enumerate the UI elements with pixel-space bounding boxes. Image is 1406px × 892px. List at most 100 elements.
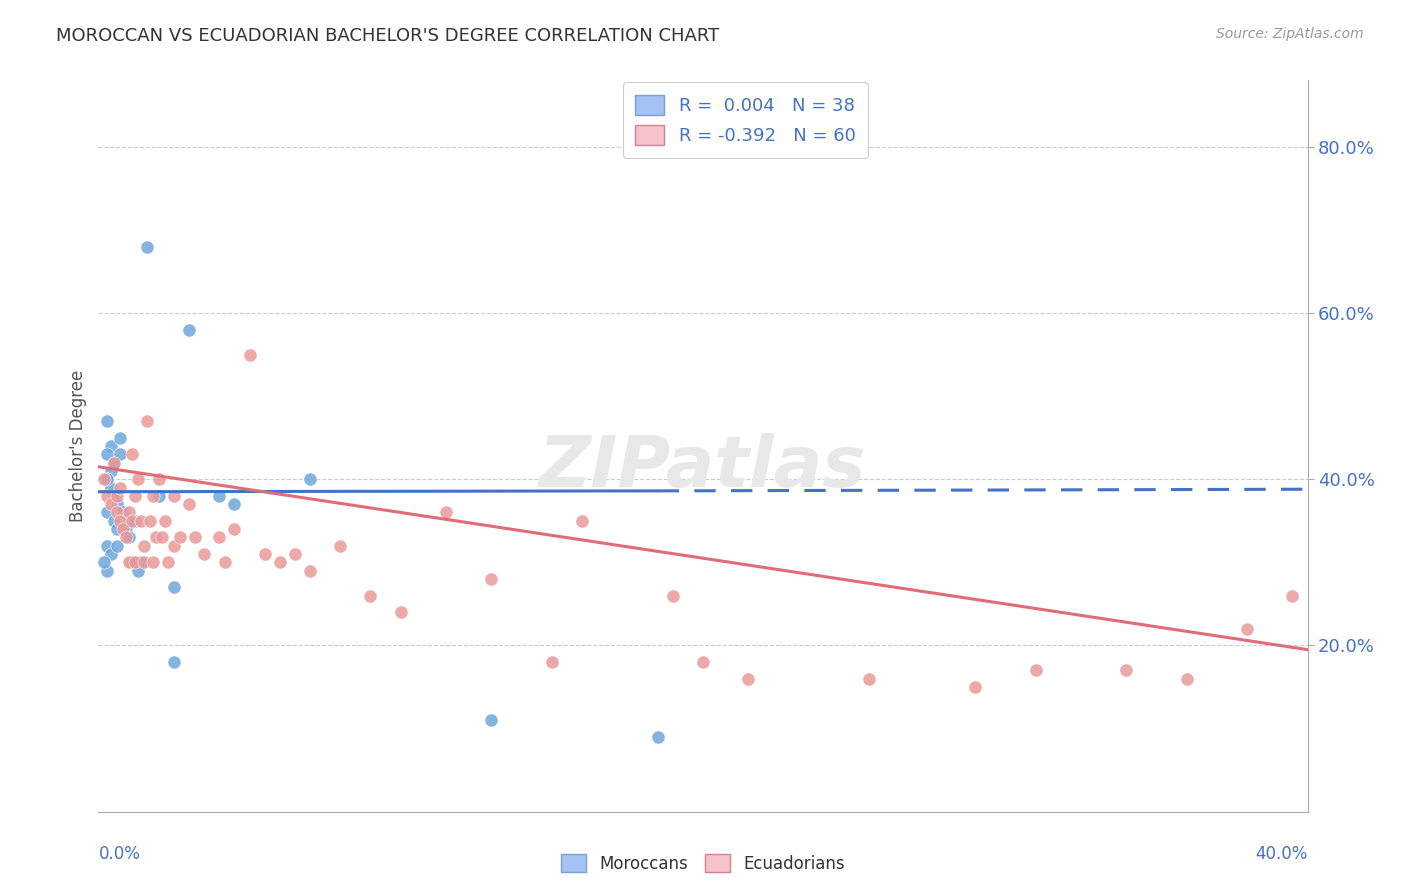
Point: [127, 472, 149, 486]
Point: [129, 514, 152, 528]
Point: [132, 555, 155, 569]
Point: [93, 472, 115, 486]
Point: [124, 489, 146, 503]
Point: [118, 530, 141, 544]
Point: [737, 672, 759, 686]
Point: [299, 564, 322, 578]
Point: [142, 555, 165, 569]
Point: [105, 489, 128, 503]
Point: [329, 539, 352, 553]
Point: [96, 506, 118, 520]
Point: [481, 572, 503, 586]
Point: [111, 522, 134, 536]
Point: [118, 514, 141, 528]
Point: [93, 555, 115, 569]
Point: [108, 447, 131, 461]
Point: [1115, 664, 1137, 678]
Point: [360, 589, 382, 603]
Point: [661, 589, 683, 603]
Point: [124, 514, 146, 528]
Point: [156, 555, 179, 569]
Point: [169, 530, 191, 544]
Point: [96, 539, 118, 553]
Point: [121, 514, 143, 528]
Point: [108, 481, 131, 495]
Point: [148, 472, 170, 486]
Point: [114, 522, 136, 536]
Point: [153, 514, 176, 528]
Point: [132, 539, 155, 553]
Point: [100, 439, 122, 453]
Point: [96, 472, 118, 486]
Point: [269, 555, 291, 569]
Y-axis label: Bachelor's Degree: Bachelor's Degree: [69, 370, 87, 522]
Point: [179, 323, 201, 337]
Point: [253, 547, 276, 561]
Point: [540, 655, 562, 669]
Point: [224, 522, 246, 536]
Point: [692, 655, 714, 669]
Point: [239, 347, 262, 362]
Point: [163, 539, 186, 553]
Point: [100, 464, 122, 478]
Point: [1175, 672, 1198, 686]
Point: [571, 514, 593, 528]
Point: [100, 547, 122, 561]
Point: [100, 497, 122, 511]
Text: MOROCCAN VS ECUADORIAN BACHELOR'S DEGREE CORRELATION CHART: MOROCCAN VS ECUADORIAN BACHELOR'S DEGREE…: [56, 27, 720, 45]
Text: ZIPatlas: ZIPatlas: [540, 434, 866, 502]
Point: [145, 530, 167, 544]
Point: [118, 506, 141, 520]
Legend: R =  0.004   N = 38, R = -0.392   N = 60: R = 0.004 N = 38, R = -0.392 N = 60: [623, 82, 868, 158]
Point: [1236, 622, 1258, 636]
Point: [121, 555, 143, 569]
Point: [858, 672, 880, 686]
Point: [96, 564, 118, 578]
Legend: Moroccans, Ecuadorians: Moroccans, Ecuadorians: [554, 847, 852, 880]
Point: [481, 714, 503, 728]
Point: [103, 456, 125, 470]
Point: [389, 605, 412, 619]
Point: [148, 489, 170, 503]
Point: [184, 530, 207, 544]
Point: [96, 472, 118, 486]
Point: [163, 580, 186, 594]
Point: [96, 489, 118, 503]
Point: [105, 497, 128, 511]
Point: [1281, 589, 1303, 603]
Point: [96, 447, 118, 461]
Point: [150, 530, 173, 544]
Text: Source: ZipAtlas.com: Source: ZipAtlas.com: [1216, 27, 1364, 41]
Point: [208, 489, 231, 503]
Point: [163, 655, 186, 669]
Point: [142, 489, 165, 503]
Text: 0.0%: 0.0%: [98, 845, 141, 863]
Point: [114, 530, 136, 544]
Point: [179, 497, 201, 511]
Point: [135, 414, 157, 428]
Point: [434, 506, 457, 520]
Point: [647, 730, 669, 744]
Point: [214, 555, 236, 569]
Point: [129, 555, 152, 569]
Point: [118, 555, 141, 569]
Point: [108, 431, 131, 445]
Point: [299, 472, 322, 486]
Point: [100, 481, 122, 495]
Point: [224, 497, 246, 511]
Point: [193, 547, 215, 561]
Point: [208, 530, 231, 544]
Point: [105, 522, 128, 536]
Point: [105, 539, 128, 553]
Point: [103, 456, 125, 470]
Point: [105, 506, 128, 520]
Point: [284, 547, 307, 561]
Point: [139, 514, 162, 528]
Point: [1024, 664, 1046, 678]
Point: [108, 514, 131, 528]
Point: [96, 414, 118, 428]
Point: [965, 680, 987, 694]
Point: [103, 489, 125, 503]
Point: [121, 447, 143, 461]
Point: [111, 506, 134, 520]
